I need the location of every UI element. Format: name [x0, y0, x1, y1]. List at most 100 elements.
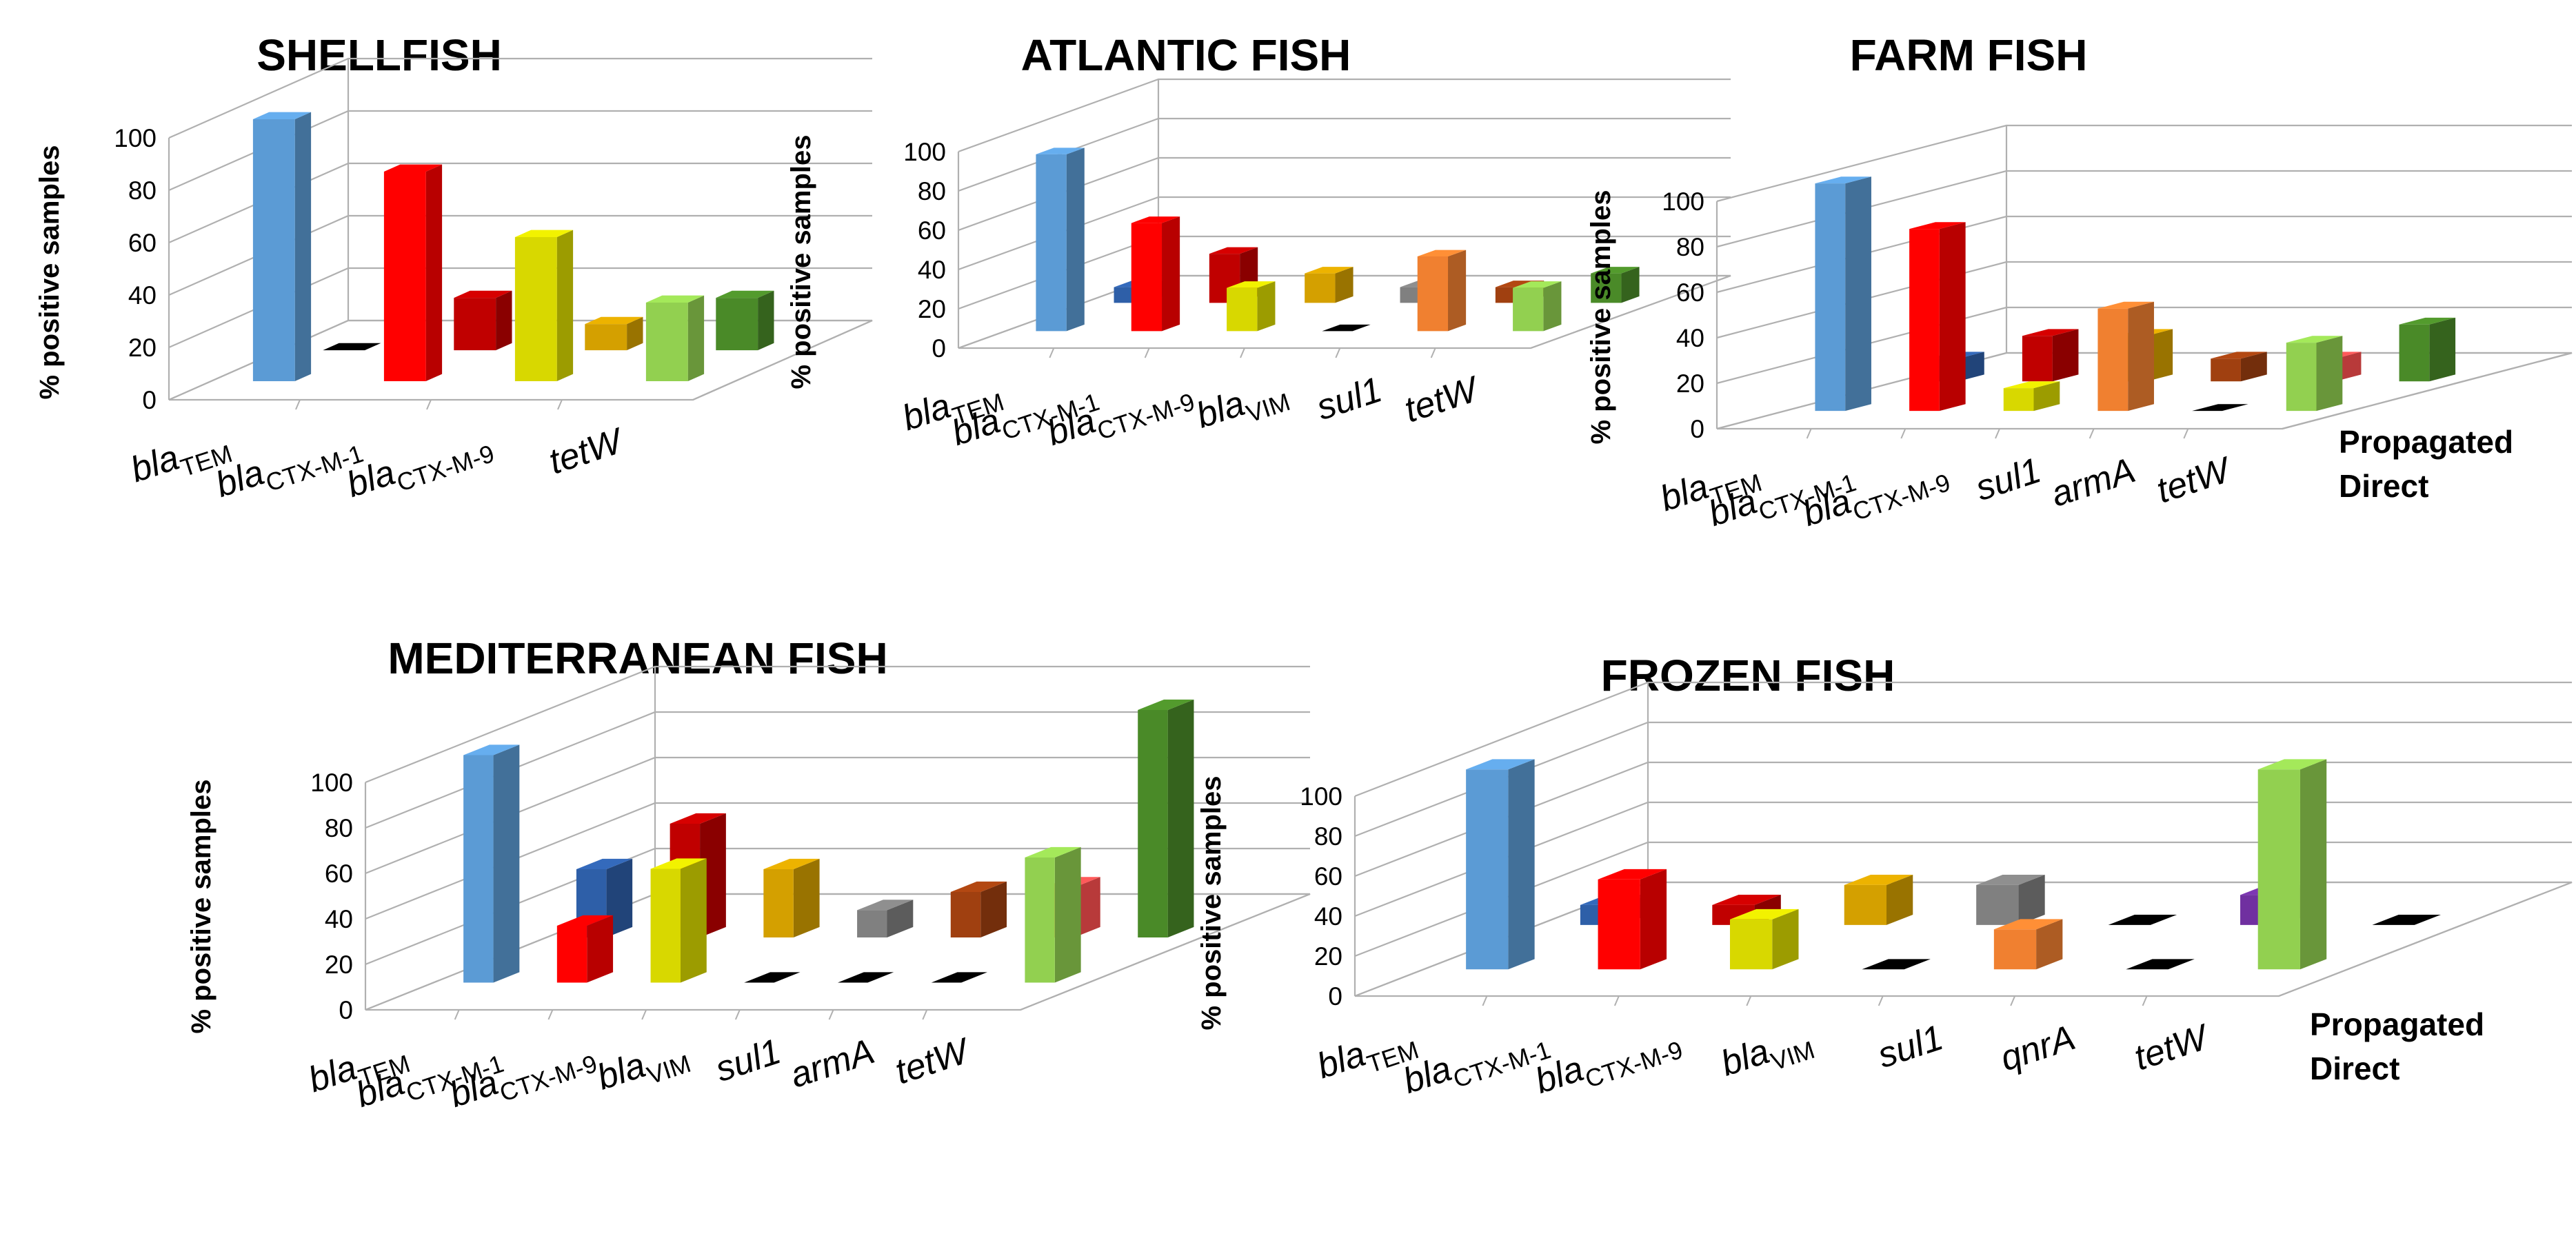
- bar-front: [645, 302, 688, 381]
- bar-direct-6: [1513, 281, 1562, 332]
- x-category-label: blaCTX-M-9: [1798, 450, 1954, 540]
- y-tick-label: 20: [1676, 369, 1704, 398]
- bar-top: [716, 290, 774, 298]
- bar-side: [294, 112, 312, 381]
- bar-top: [1729, 909, 1799, 920]
- bar-front: [763, 869, 794, 937]
- bar-side: [1448, 250, 1467, 332]
- floor-edge: [2282, 352, 2573, 430]
- zero-marker: [2372, 915, 2441, 925]
- bar-side: [2052, 329, 2079, 382]
- bar-top: [2097, 301, 2154, 309]
- bar-top: [1305, 267, 1354, 274]
- bar-direct-4: [2097, 301, 2154, 412]
- bar-direct-6: [931, 972, 987, 983]
- y-axis-label: % positive samples: [1586, 190, 1616, 444]
- zero-marker: [2108, 915, 2177, 925]
- gridline: [1354, 881, 2572, 997]
- gridline: [1354, 681, 2572, 798]
- bar-top: [463, 744, 520, 755]
- bar-front: [1976, 884, 2019, 925]
- chart-title: ATLANTIC FISH: [1021, 30, 1351, 80]
- bar-direct-3: [650, 858, 707, 983]
- x-tick: [1878, 995, 1884, 1006]
- y-tick-label: 0: [1328, 982, 1342, 1011]
- bar-direct-2: [1909, 222, 1966, 412]
- bar-propagated-5: [950, 881, 1007, 937]
- y-axis-label: % positive samples: [1196, 775, 1227, 1030]
- y-tick-label: 0: [142, 386, 157, 414]
- x-category-label: tetW: [2152, 449, 2237, 511]
- bar-front: [2399, 324, 2430, 382]
- bar-side: [887, 900, 914, 937]
- bar-side: [1640, 869, 1667, 970]
- bar-top: [950, 881, 1007, 892]
- y-tick-label: 40: [918, 256, 946, 284]
- x-tick: [2089, 428, 2095, 439]
- y-tick-label: 20: [918, 295, 946, 323]
- bar-front: [1513, 287, 1544, 332]
- y-tick-label: 100: [114, 124, 157, 152]
- floor: [1354, 881, 2573, 997]
- bar-top: [2211, 352, 2267, 359]
- y-tick-label: 80: [325, 814, 353, 842]
- y-tick-label: 20: [325, 951, 353, 979]
- bar-top: [2286, 336, 2343, 343]
- y-tick-label: 40: [1676, 324, 1704, 352]
- bar-propagated-6: [1591, 267, 1640, 303]
- bar-side: [627, 316, 643, 351]
- bar-propagated-7: [1138, 699, 1194, 937]
- bar-front: [2097, 308, 2129, 412]
- bar-top: [1025, 846, 1081, 858]
- bar-top: [454, 290, 512, 298]
- bar-propagated-3: [763, 858, 820, 937]
- bar-top: [2399, 317, 2456, 325]
- gridline: [1354, 841, 2572, 957]
- bar-side: [493, 744, 520, 983]
- bar-side: [1845, 176, 1871, 412]
- y-tick-label: 60: [128, 229, 157, 257]
- x-tick: [1144, 347, 1150, 358]
- x-tick: [547, 1009, 554, 1020]
- chart-panel-3: FARM FISH % positive samples 0 20 40 60 80 100 b…: [1586, 30, 2573, 540]
- bar-top: [1131, 216, 1180, 223]
- bar-front: [585, 324, 627, 351]
- y-axis-label: % positive samples: [186, 779, 217, 1033]
- bar-front: [1815, 183, 1846, 412]
- bar-top: [1712, 895, 1781, 905]
- x-tick: [1900, 428, 1906, 439]
- x-tick: [454, 1009, 460, 1020]
- bar-side: [2033, 381, 2060, 412]
- gridline: [958, 78, 1731, 153]
- legend-propagated: Propagated: [2339, 424, 2513, 460]
- bar-side: [793, 858, 820, 937]
- bar-direct-2: [1131, 216, 1180, 332]
- bar-side: [2036, 919, 2063, 970]
- x-category-label: tetW: [2129, 1017, 2215, 1079]
- y-tick-label: 100: [1300, 782, 1342, 811]
- bar-propagated-2: [2022, 329, 2079, 382]
- bar-front: [1591, 273, 1622, 303]
- bar-front: [857, 910, 887, 937]
- chart-title: FROZEN FISH: [1601, 651, 1895, 700]
- bar-direct-2: [1598, 869, 1667, 970]
- x-tick: [2010, 995, 2016, 1006]
- bar-direct-4: [744, 972, 801, 983]
- bar-front: [1025, 858, 1055, 983]
- bar-front: [2257, 769, 2300, 970]
- bar-direct-3: [2003, 381, 2060, 412]
- x-tick: [295, 399, 301, 410]
- bar-direct-4: [645, 295, 705, 381]
- bar-side: [1621, 267, 1640, 303]
- bar-front: [950, 892, 981, 937]
- chart-panel-4: MEDITERRANEAN FISH % positive samples 0 20 4…: [186, 633, 1311, 1115]
- legend-direct: Direct: [2339, 468, 2428, 504]
- bar-side: [1167, 699, 1194, 937]
- bar-side: [1939, 222, 1966, 412]
- chart-title: SHELLFISH: [256, 30, 502, 80]
- x-tick: [828, 1009, 834, 1020]
- bar-top: [1209, 247, 1258, 254]
- x-category-label: sul1: [711, 1031, 786, 1090]
- bar-top: [1417, 250, 1467, 257]
